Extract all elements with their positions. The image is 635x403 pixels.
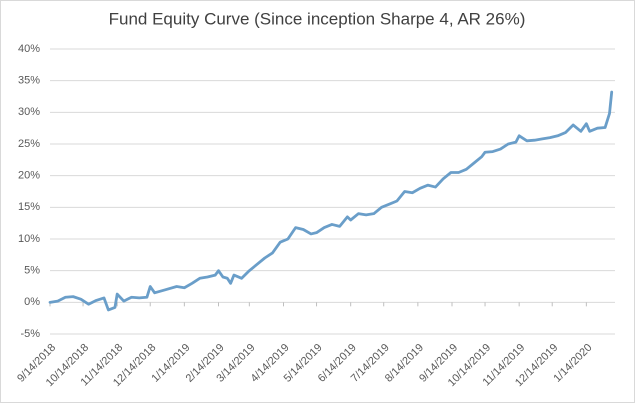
equity-line	[48, 90, 614, 312]
y-tick-label: 40%	[18, 43, 40, 55]
y-tick-label: 30%	[18, 106, 40, 118]
y-tick-label: -5%	[20, 328, 40, 340]
y-tick-label: 0%	[24, 296, 40, 308]
y-tick-label: 20%	[18, 170, 40, 182]
y-tick-label: 5%	[24, 265, 40, 277]
y-tick-label: 35%	[18, 75, 40, 87]
y-tick-label: 25%	[18, 138, 40, 150]
y-tick-label: 15%	[18, 201, 40, 213]
y-tick-label: 10%	[18, 233, 40, 245]
chart-title: Fund Equity Curve (Since inception Sharp…	[109, 9, 526, 28]
